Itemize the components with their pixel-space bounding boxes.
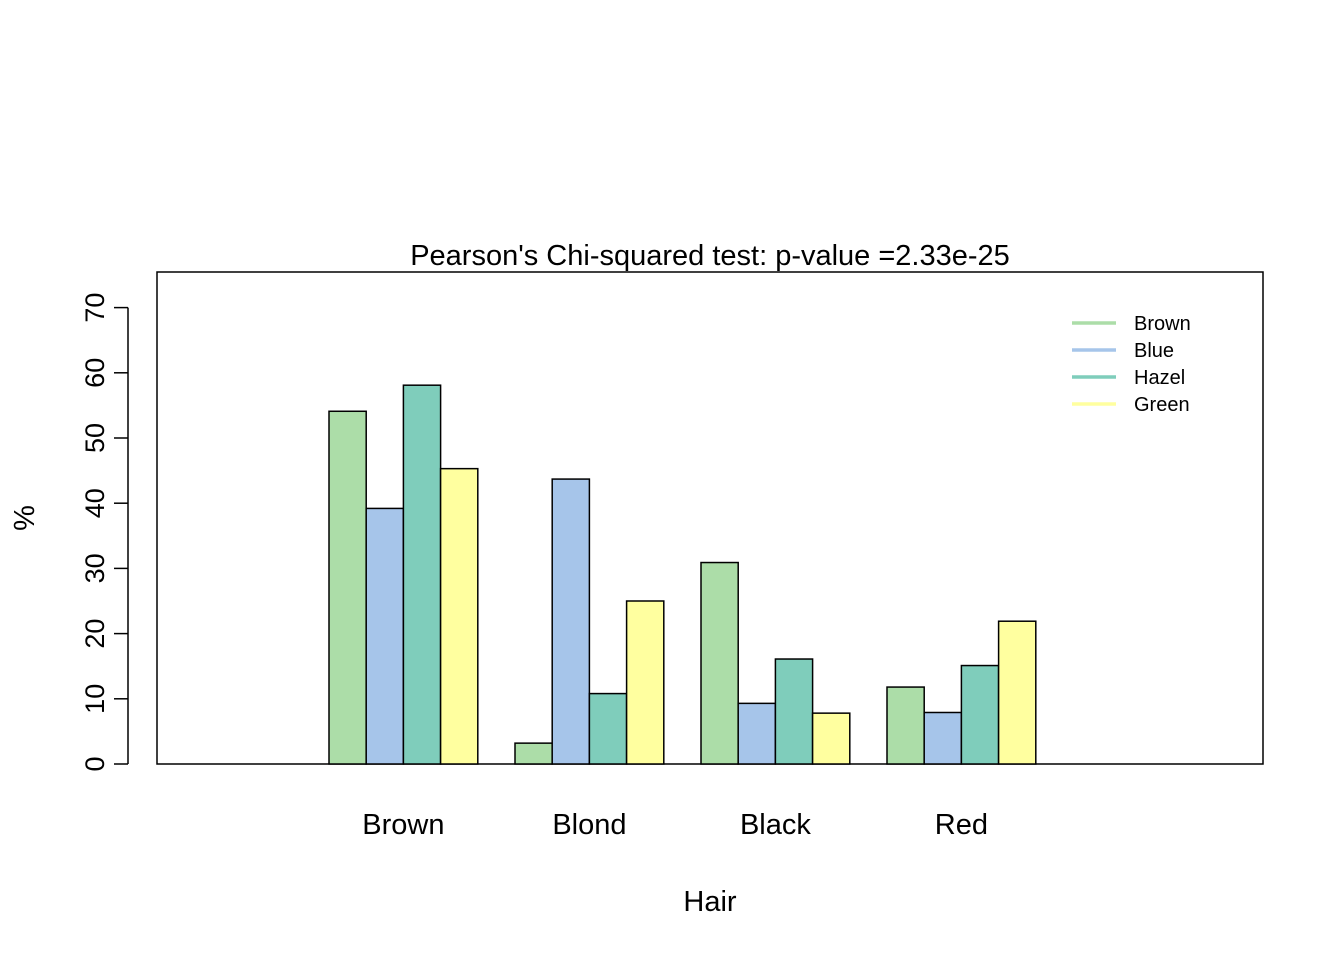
legend-label: Hazel — [1134, 367, 1185, 389]
y-axis: 0 10 20 30 40 50 60 70 — [80, 293, 129, 772]
legend-label: Brown — [1134, 313, 1191, 335]
y-tick-label: 50 — [80, 423, 110, 453]
bar-brown-hazel — [402, 384, 442, 765]
bar-blond-brown — [514, 742, 553, 765]
x-tick-label: Red — [935, 809, 988, 841]
legend-label: Green — [1134, 394, 1190, 416]
bar-black-blue — [737, 702, 777, 765]
bars — [328, 384, 1037, 765]
bar-blond-green — [625, 600, 665, 765]
legend-label: Blue — [1134, 340, 1174, 362]
y-tick-label: 20 — [80, 619, 110, 649]
y-tick-label: 60 — [80, 358, 110, 388]
y-axis-label: % — [9, 505, 41, 531]
x-tick-label: Brown — [362, 809, 444, 841]
legend-item: Hazel — [1072, 367, 1185, 389]
chart-title: Pearson's Chi-squared test: p-value =2.3… — [410, 240, 1010, 272]
legend-item: Green — [1072, 394, 1190, 416]
x-axis: Brown Blond Black Red — [362, 809, 988, 841]
y-tick-label: 70 — [80, 293, 110, 323]
bar-red-brown — [886, 686, 925, 765]
y-tick-label: 30 — [80, 553, 110, 583]
x-axis-label: Hair — [683, 886, 737, 918]
legend-item: Blue — [1072, 340, 1174, 362]
bar-black-brown — [700, 561, 739, 765]
y-tick-label: 40 — [80, 488, 110, 518]
y-tick-label: 10 — [80, 684, 110, 714]
legend-item: Brown — [1072, 313, 1191, 335]
x-tick-label: Black — [740, 809, 811, 841]
bar-brown-brown — [328, 410, 367, 765]
bar-blond-blue — [551, 478, 591, 765]
bar-red-green — [997, 620, 1037, 765]
bar-blond-hazel — [588, 692, 628, 765]
bar-brown-blue — [365, 507, 405, 765]
x-tick-label: Blond — [552, 809, 626, 841]
y-tick-label: 0 — [80, 756, 110, 771]
bar-red-hazel — [960, 664, 1000, 765]
bar-black-hazel — [774, 658, 814, 765]
bar-red-blue — [923, 711, 963, 765]
bar-black-green — [811, 712, 851, 765]
legend: Brown Blue Hazel Green — [1072, 313, 1191, 416]
bar-brown-green — [439, 467, 479, 765]
